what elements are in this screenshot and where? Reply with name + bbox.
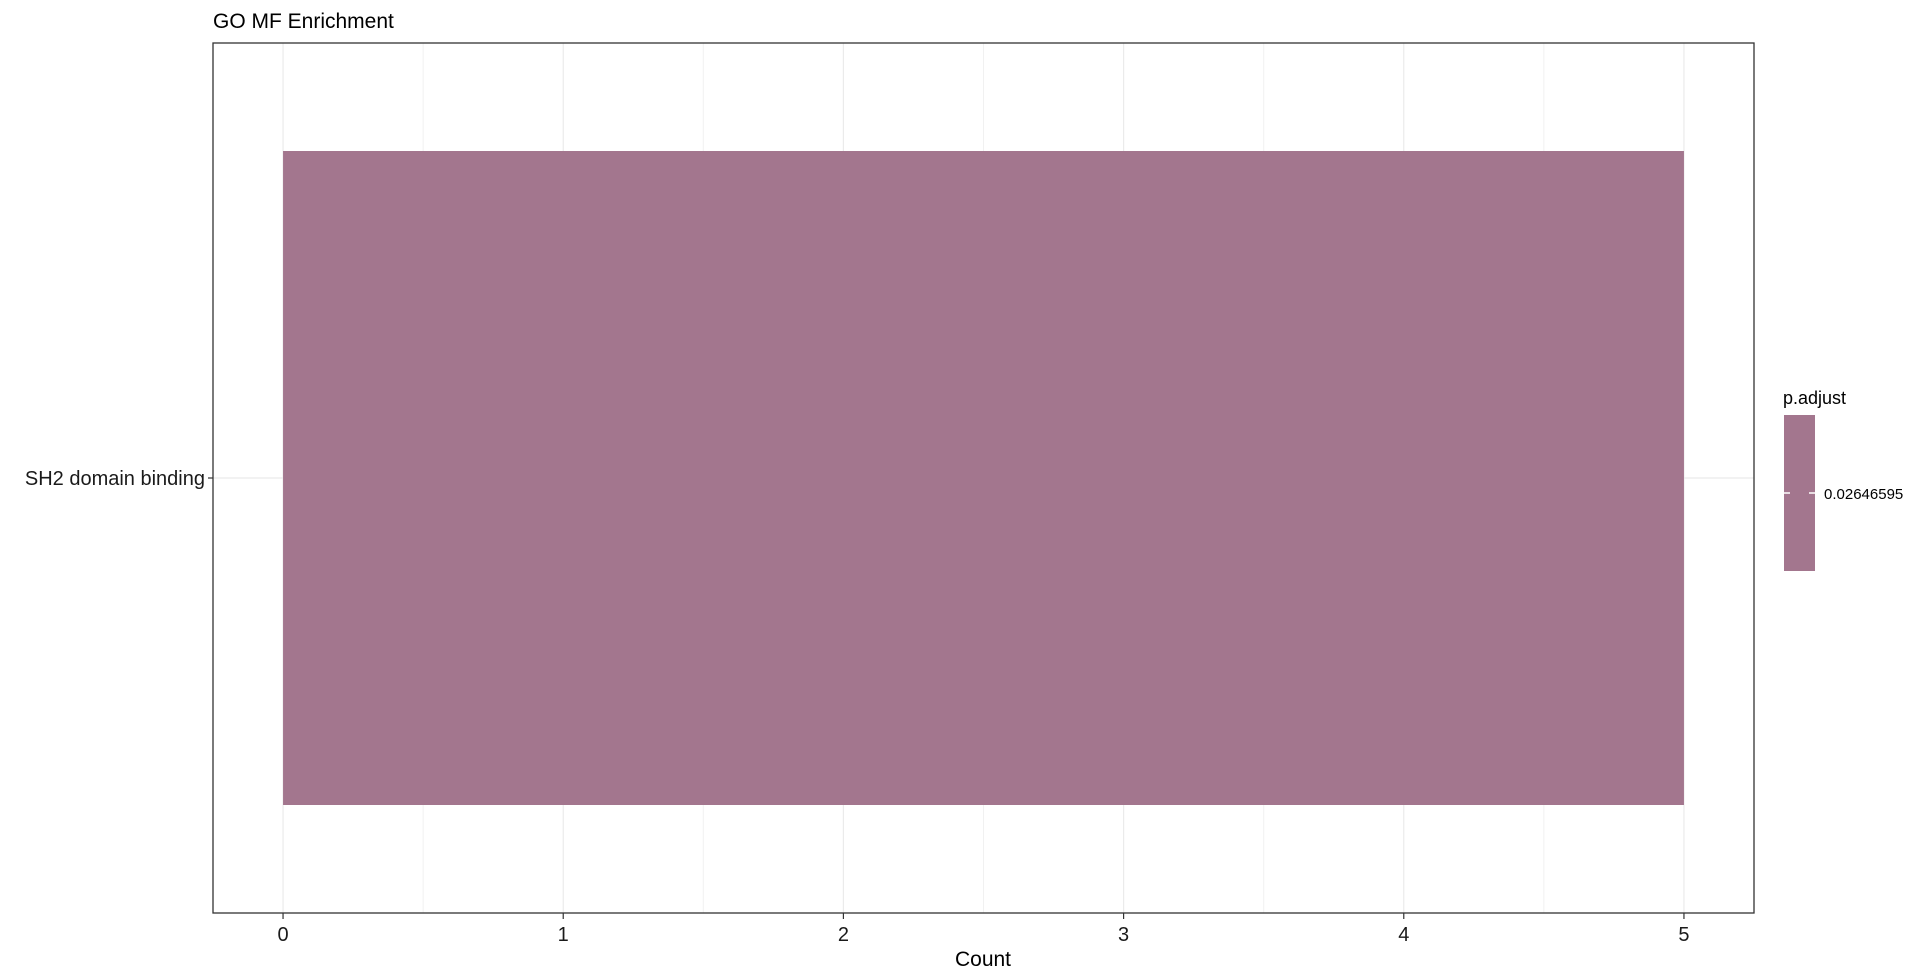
x-tick-label: 4 <box>1398 924 1409 946</box>
x-tick-label: 5 <box>1678 924 1689 946</box>
bar <box>283 151 1684 805</box>
x-tick-label: 3 <box>1118 924 1129 946</box>
y-tick-label: SH2 domain binding <box>25 468 205 490</box>
x-tick-label: 2 <box>838 924 849 946</box>
bar-group <box>283 151 1684 805</box>
y-axis: SH2 domain binding <box>25 468 213 490</box>
x-axis-title: Count <box>955 948 1011 971</box>
legend-label: 0.02646595 <box>1824 486 1903 503</box>
legend-title: p.adjust <box>1783 388 1846 408</box>
x-tick-label: 1 <box>558 924 569 946</box>
chart-title: GO MF Enrichment <box>213 10 394 33</box>
x-axis: 0 1 2 3 4 5 <box>277 913 1690 946</box>
legend: p.adjust 0.02646595 <box>1783 388 1903 571</box>
x-tick-label: 0 <box>277 924 288 946</box>
